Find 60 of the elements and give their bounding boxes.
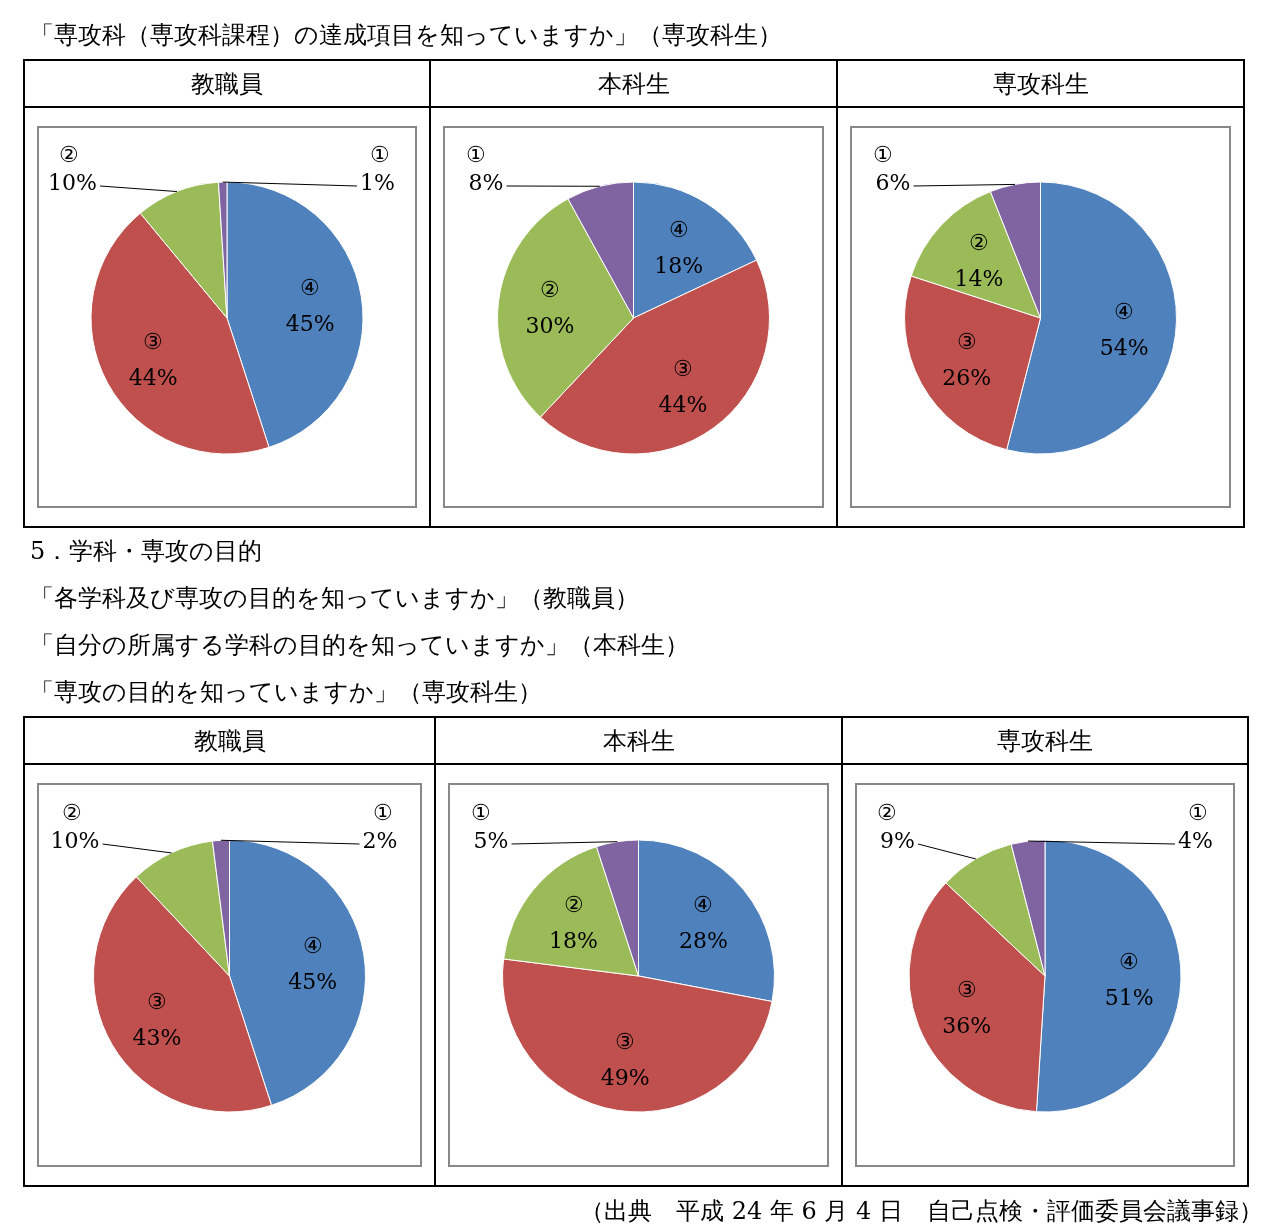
data-label: 44% (658, 392, 708, 418)
slice-label: ③ (956, 328, 977, 354)
text: 5．学科・専攻の目的 (30, 537, 263, 565)
data-label: 1% (360, 170, 395, 195)
data-label: 10% (48, 170, 97, 195)
text: 「専攻の目的を知っていますか」（専攻科生） (30, 678, 542, 706)
slice-label: ③ (615, 1029, 636, 1055)
slice-label: ④ (693, 892, 714, 918)
text: 「自分の所属する学科の目的を知っていますか」（本科生） (30, 631, 689, 659)
slice-label: ④ (300, 274, 321, 300)
slice-label: ② (969, 230, 990, 256)
data-label: 10% (50, 828, 100, 853)
chart-title: 専攻科生 (997, 727, 1093, 755)
data-label: 14% (954, 266, 1004, 292)
data-label: 5% (473, 828, 509, 853)
data-label: 45% (288, 968, 338, 994)
slice-label: ④ (302, 932, 323, 958)
data-label: 54% (1099, 334, 1149, 360)
slice-label: ① (370, 142, 390, 167)
slice-label: ③ (673, 356, 694, 382)
slice-label: ② (563, 892, 584, 918)
slice-label: ④ (668, 216, 689, 242)
slice-label: ③ (146, 988, 167, 1014)
slice-label: ③ (143, 328, 164, 354)
slice-label: ② (59, 142, 79, 167)
text: 「専攻科（専攻科課程）の達成項目を知っていますか」（専攻科生） (30, 21, 782, 49)
text: （出典 平成 24 年 6 月 4 日 自己点検・評価委員会議事録） (580, 1197, 1263, 1225)
slice-label: ① (470, 800, 491, 825)
slice-label: ② (877, 800, 897, 825)
data-label: 44% (128, 364, 178, 390)
slice-label: ① (372, 800, 393, 825)
data-label: 18% (654, 252, 704, 278)
slice-label: ① (872, 142, 893, 167)
data-label: 43% (132, 1024, 182, 1050)
slice-label: ② (61, 800, 82, 825)
slice-label: ④ (1119, 948, 1140, 974)
data-label: 51% (1104, 984, 1154, 1010)
slice-label: ② (539, 277, 560, 303)
data-label: 18% (549, 928, 598, 954)
data-label: 8% (468, 170, 504, 195)
data-label: 26% (942, 364, 992, 390)
text: 「各学科及び専攻の目的を知っていますか」（教職員） (30, 584, 639, 612)
data-label: 45% (285, 310, 335, 336)
chart-title: 教職員 (193, 727, 266, 755)
data-label: 9% (880, 828, 915, 853)
data-label: 2% (362, 828, 398, 853)
chart-title: 本科生 (602, 727, 675, 755)
slice-label: ③ (956, 977, 977, 1003)
slice-label: ① (1188, 800, 1208, 825)
data-label: 30% (525, 313, 575, 339)
slice-label: ④ (1114, 298, 1135, 324)
chart-title: 本科生 (597, 70, 670, 98)
data-label: 28% (679, 928, 728, 954)
chart-title: 専攻科生 (992, 70, 1089, 98)
slice-label: ① (465, 142, 486, 167)
data-label: 36% (942, 1013, 992, 1039)
data-label: 49% (600, 1065, 650, 1091)
data-label: 4% (1178, 828, 1213, 853)
chart-title: 教職員 (191, 70, 263, 98)
data-label: 6% (875, 170, 911, 195)
